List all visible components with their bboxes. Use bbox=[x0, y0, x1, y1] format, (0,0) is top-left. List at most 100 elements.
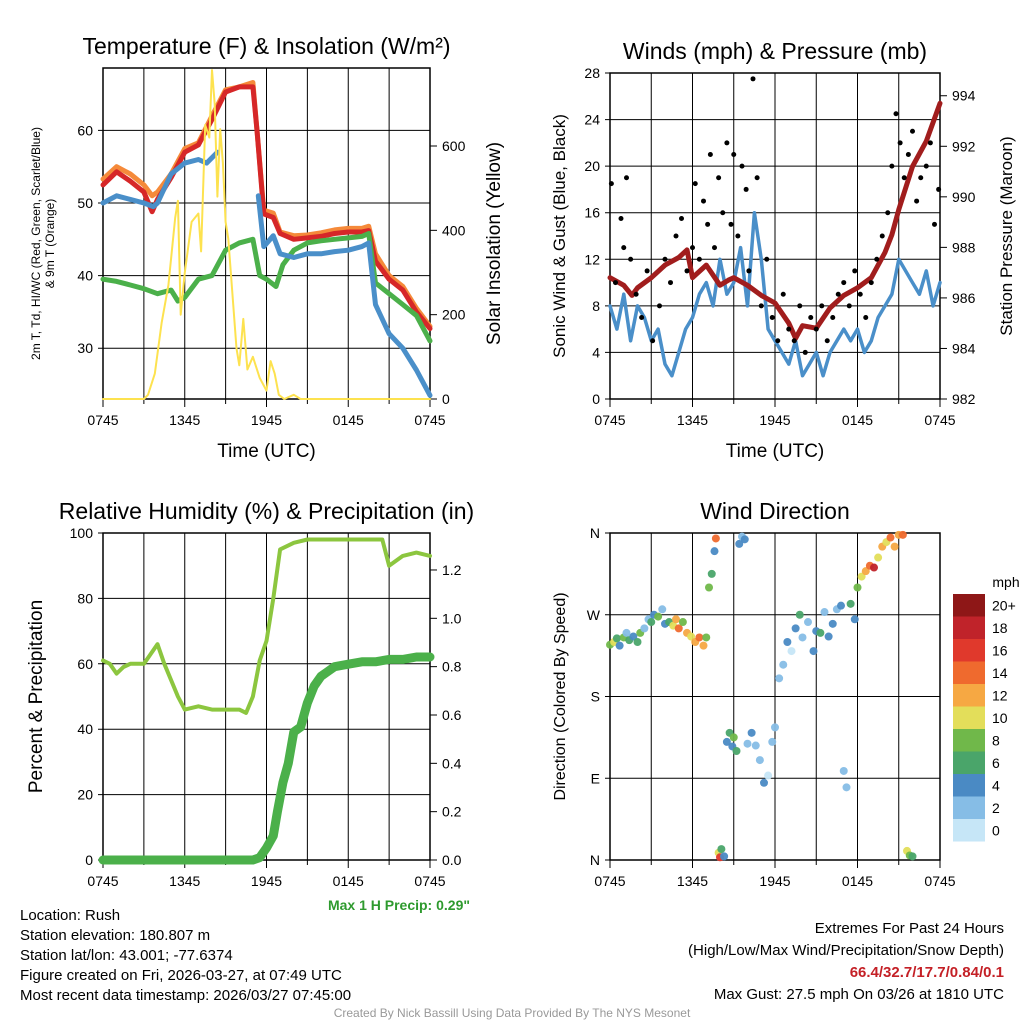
y-tick-label: 4 bbox=[592, 344, 600, 360]
direction-point bbox=[629, 632, 638, 641]
direction-point bbox=[842, 783, 851, 792]
direction-point bbox=[828, 619, 837, 628]
direction-point bbox=[735, 539, 744, 548]
direction-point bbox=[853, 583, 862, 592]
gust-point bbox=[819, 303, 825, 309]
direction-point bbox=[898, 530, 907, 539]
direction-point bbox=[787, 647, 796, 656]
y-tick-label: 50 bbox=[77, 195, 93, 211]
y2-tick-label: 0 bbox=[442, 391, 450, 407]
colorbar-level-label: 12 bbox=[992, 687, 1008, 703]
y-axis-label: Direction (Colored By Speed) bbox=[552, 592, 569, 800]
gust-point bbox=[889, 163, 895, 169]
gust-point bbox=[673, 233, 679, 239]
colorbar-level-label: 16 bbox=[992, 642, 1008, 658]
direction-point bbox=[870, 563, 878, 572]
y2-tick-label: 990 bbox=[952, 189, 976, 205]
y-tick-label: 80 bbox=[77, 590, 93, 606]
y-tick-label: 60 bbox=[77, 122, 93, 138]
gust-point bbox=[791, 338, 797, 344]
direction-point bbox=[816, 628, 825, 637]
panel-winds: Winds (mph) & Pressure (mb) 0745 1345 1945 0… bbox=[550, 38, 1016, 462]
y-tick-label: S bbox=[591, 689, 600, 705]
gust-point bbox=[728, 221, 734, 227]
direction-point bbox=[809, 647, 818, 656]
direction-point bbox=[747, 728, 756, 737]
direction-point bbox=[820, 608, 829, 617]
gust-point bbox=[731, 152, 737, 157]
gust-point bbox=[750, 76, 756, 82]
direction-point bbox=[732, 747, 741, 755]
x-tick-label: 0745 bbox=[414, 873, 445, 889]
gust-point bbox=[857, 291, 863, 297]
gust-point bbox=[650, 338, 656, 344]
gust-point bbox=[936, 186, 942, 192]
figure-created: Figure created on Fri, 2026-03-27, at 07… bbox=[20, 967, 342, 984]
gust-point bbox=[879, 233, 885, 239]
direction-point bbox=[857, 572, 866, 581]
gust-point bbox=[932, 221, 937, 227]
plot-frame bbox=[102, 532, 431, 861]
x-tick-label: 1345 bbox=[677, 412, 708, 428]
colorbar-swatch bbox=[953, 751, 985, 774]
direction-point bbox=[640, 624, 649, 633]
gust-point bbox=[830, 315, 836, 320]
recent-timestamp: Most recent data timestamp: 2026/03/27 0… bbox=[20, 987, 352, 1004]
gust-point bbox=[769, 315, 775, 320]
y2-tick-label: 984 bbox=[952, 340, 976, 356]
series-pressure bbox=[607, 100, 943, 341]
y-tick-label: 20 bbox=[584, 158, 600, 174]
station-info: Location: Rush Station elevation: 180.80… bbox=[20, 906, 351, 1006]
colorbar-level-label: 10 bbox=[992, 710, 1008, 726]
direction-point bbox=[740, 535, 749, 544]
direction-point bbox=[764, 771, 773, 780]
y2-tick-label: 0.8 bbox=[442, 659, 462, 675]
extremes-values: 66.4/32.7/17.7/0.84/0.1 bbox=[849, 964, 1004, 981]
panel-title: Relative Humidity (%) & Precipitation (i… bbox=[59, 498, 474, 524]
direction-point bbox=[658, 605, 667, 614]
gust-point bbox=[885, 210, 891, 216]
series-precip bbox=[98, 652, 435, 865]
plot-frame bbox=[102, 67, 431, 400]
gust-point bbox=[808, 315, 814, 320]
gust-point bbox=[684, 268, 690, 274]
direction-point bbox=[633, 638, 642, 646]
gust-point bbox=[644, 268, 650, 274]
y-tick-label: 16 bbox=[584, 205, 600, 221]
direction-point bbox=[699, 641, 708, 650]
y2-tick-label: 1.2 bbox=[442, 562, 462, 578]
gust-point bbox=[797, 303, 803, 309]
y2-axis-label: Solar Insolation (Yellow) bbox=[484, 142, 505, 345]
x-tick-label: 0745 bbox=[594, 412, 625, 428]
direction-point bbox=[612, 634, 621, 643]
colorbar-label: mph bbox=[992, 574, 1019, 590]
panel-title: Winds (mph) & Pressure (mb) bbox=[623, 38, 927, 64]
y-axis-label: Percent & Precipitation bbox=[26, 600, 47, 793]
y2-tick-label: 0.2 bbox=[442, 804, 462, 820]
gust-point bbox=[868, 280, 874, 286]
direction-point bbox=[729, 733, 738, 742]
gust-point bbox=[910, 128, 915, 134]
x-tick-label: 0745 bbox=[87, 412, 118, 428]
direction-point bbox=[779, 660, 788, 669]
y-axis-label: 2m T, Td, HI/WC (Red, Green, Scarlet/Blu… bbox=[29, 127, 43, 360]
gust-point bbox=[780, 291, 786, 297]
gust-point bbox=[720, 210, 726, 216]
y-tick-label: 40 bbox=[77, 268, 93, 284]
lat-lon: Station lat/lon: 43.001; -77.6374 bbox=[20, 947, 233, 964]
y2-tick-label: 200 bbox=[442, 307, 466, 323]
gust-point bbox=[743, 186, 749, 192]
x-axis-label: Time (UTC) bbox=[726, 441, 825, 462]
y2-tick-label: 0.4 bbox=[442, 755, 462, 771]
panel-title: Temperature (F) & Insolation (W/m²) bbox=[82, 33, 450, 59]
x-tick-label: 1345 bbox=[169, 412, 200, 428]
gust-point bbox=[712, 245, 717, 251]
direction-point bbox=[861, 567, 870, 576]
colorbar-level-label: 2 bbox=[992, 800, 1000, 816]
colorbar-swatch bbox=[953, 796, 985, 819]
gust-point bbox=[897, 140, 903, 146]
x-tick-label: 1945 bbox=[251, 873, 282, 889]
direction-point bbox=[695, 633, 704, 642]
